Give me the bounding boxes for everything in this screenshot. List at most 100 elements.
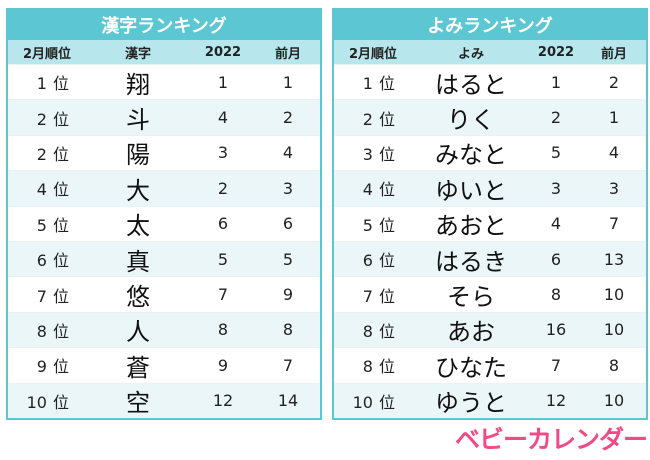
prev-month-rank-cell: 7 — [608, 214, 620, 234]
rank-number: 2 — [362, 109, 373, 129]
rank-suffix: 位 — [378, 392, 395, 412]
prev-month-rank-cell: 1 — [282, 72, 294, 92]
yomi-cell: ひなた — [435, 353, 507, 382]
rank-number: 4 — [362, 180, 373, 200]
rank-suffix: 位 — [52, 74, 69, 94]
yomi-cell: はるき — [435, 247, 507, 276]
prev-month-rank-cell: 8 — [608, 355, 620, 375]
rank-number: 6 — [362, 251, 373, 271]
rank-column-header: 2月順位 — [348, 46, 398, 62]
rank-number: 9 — [36, 357, 47, 377]
rank-suffix: 位 — [52, 286, 69, 306]
year-2022-rank-cell: 1 — [217, 72, 229, 92]
rank-suffix: 位 — [52, 392, 69, 412]
rank-number: 4 — [36, 180, 47, 200]
prev-month-rank-cell: 2 — [282, 108, 294, 128]
year-2022-column-header: 2022 — [537, 44, 575, 60]
rank-number: 8 — [362, 357, 373, 377]
yomi-cell: そら — [447, 283, 495, 312]
yomi-cell: ゆいと — [435, 176, 507, 205]
kanji-cell: 陽 — [126, 141, 150, 170]
table-row: 7 位 そら 8 10 — [334, 276, 646, 311]
table-row: 8 位ひなた 7 8 — [334, 347, 646, 382]
rank-number: 5 — [362, 215, 373, 235]
rank-suffix: 位 — [378, 251, 395, 271]
year-2022-rank-cell: 4 — [550, 214, 562, 234]
kanji-column-header: 漢字 — [124, 46, 151, 62]
rank-cell: 10 位 — [334, 389, 412, 413]
year-2022-rank-cell: 5 — [550, 143, 562, 163]
prev-month-rank-cell: 5 — [282, 249, 294, 269]
kanji-cell: 大 — [126, 176, 150, 205]
year-2022-rank-cell: 12 — [545, 391, 567, 411]
year-2022-rank-cell: 8 — [217, 320, 229, 340]
prev-month-column-header: 前月 — [274, 46, 301, 62]
rank-number: 10 — [352, 392, 373, 412]
year-2022-rank-cell: 4 — [217, 108, 229, 128]
prev-month-rank-cell: 10 — [603, 391, 625, 411]
baby-calendar-logo: ベビーカレンダー — [455, 425, 648, 454]
yomi-column-header: よみ — [457, 46, 484, 62]
rank-suffix: 位 — [378, 109, 395, 129]
prev-month-rank-cell: 3 — [608, 178, 620, 198]
kanji-cell: 翔 — [126, 70, 150, 99]
rank-suffix: 位 — [52, 109, 69, 129]
kanji-header-row: 2月順位 漢字 2022 前月 — [8, 40, 320, 64]
rank-suffix: 位 — [378, 286, 395, 306]
yomi-cell: はると — [435, 70, 507, 99]
year-2022-rank-cell: 5 — [217, 249, 229, 269]
rank-suffix: 位 — [378, 215, 395, 235]
yomi-cell: あお — [447, 318, 495, 347]
table-row: 3 位みなと 5 4 — [334, 134, 646, 170]
kanji-cell: 蒼 — [126, 353, 150, 382]
year-2022-rank-cell: 2 — [550, 108, 562, 128]
rank-number: 8 — [362, 321, 373, 341]
rank-suffix: 位 — [52, 180, 69, 200]
rank-suffix: 位 — [378, 357, 395, 377]
rank-suffix: 位 — [52, 144, 69, 164]
year-2022-rank-cell: 7 — [217, 285, 229, 305]
rank-number: 7 — [362, 286, 373, 306]
prev-month-rank-cell: 9 — [282, 285, 294, 305]
prev-month-rank-cell: 7 — [282, 355, 294, 375]
prev-month-rank-cell: 4 — [608, 143, 620, 163]
kanji-cell: 太 — [126, 212, 150, 241]
yomi-cell: あおと — [435, 212, 507, 241]
year-2022-rank-cell: 1 — [550, 72, 562, 92]
table-row: 1 位はると 1 2 — [334, 64, 646, 99]
year-2022-rank-cell: 6 — [550, 249, 562, 269]
yomi-ranking-table: よみランキング 2月順位 よみ 2022 前月 1 位はると 1 2 2 位りく 2 1 3 位み… — [332, 8, 648, 420]
rank-suffix: 位 — [52, 321, 69, 341]
yomi-cell: りく — [447, 106, 495, 135]
rank-suffix: 位 — [52, 251, 69, 271]
rank-number: 8 — [36, 321, 47, 341]
rank-number: 7 — [36, 286, 47, 306]
prev-month-rank-cell: 3 — [282, 178, 294, 198]
year-2022-rank-cell: 12 — [212, 391, 234, 411]
rank-suffix: 位 — [52, 215, 69, 235]
rank-suffix: 位 — [378, 74, 395, 94]
